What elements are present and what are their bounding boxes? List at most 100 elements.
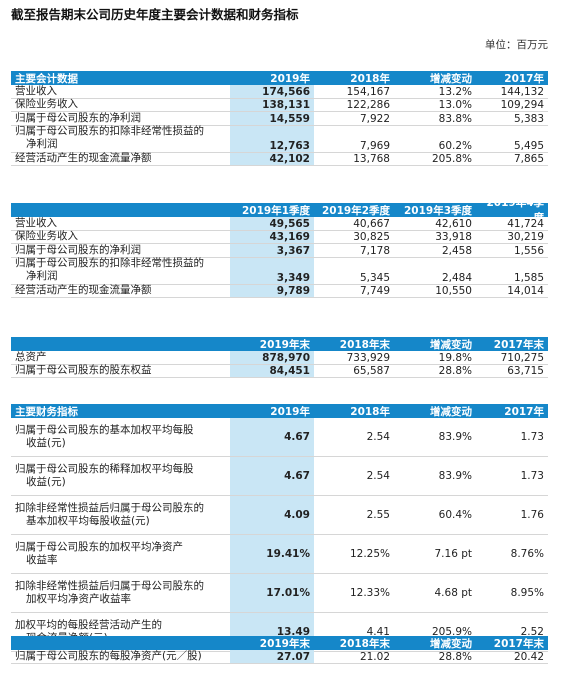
table-row: 归属于母公司股东的扣除非经常性损益的 净利润 3,349 5,345 2,484 1,58…	[11, 257, 548, 285]
table-cell: 13.2%	[438, 85, 472, 98]
column-header: 2018年末	[339, 637, 390, 650]
table-cell: 174,566	[230, 85, 314, 98]
table-cell: 28.8%	[438, 650, 472, 663]
row-label: 归属于母公司股东的净利润	[11, 244, 230, 257]
table-row: 经营活动产生的现金流量净额 42,102 13,768 205.8% 7,865	[11, 152, 548, 166]
table-cell: 109,294	[500, 99, 544, 111]
column-header: 2019年末	[230, 337, 314, 351]
table-cell: 2.55	[366, 509, 390, 521]
table-row: 保险业务收入 138,131 122,286 13.0% 109,294	[11, 98, 548, 112]
balance-data-table: 2019年末 2018年末 增减变动 2017年末 总资产 878,970 733,929 1…	[11, 337, 548, 378]
row-label-line: 净利润	[26, 138, 58, 150]
row-label-line: 归属于母公司股东的扣除非经常性损益的	[15, 124, 204, 137]
table-cell: 65,587	[353, 365, 390, 377]
row-label-line: 归属于母公司股东的基本加权平均每股	[15, 423, 194, 436]
row-label: 扣除非经常性损益后归属于母公司股东的 加权平均净资产收益率	[11, 574, 230, 612]
table-cell: 13,768	[353, 153, 390, 165]
table-cell: 2,458	[441, 244, 472, 257]
row-label: 营业收入	[11, 217, 230, 230]
financial-indicators-table: 主要财务指标 2019年 2018年 增减变动 2017年 归属于母公司股东的基本加权平均…	[11, 404, 548, 652]
quarterly-data-table: 2019年1季度 2019年2季度 2019年3季度 2019年4季度 营业收入 49,5…	[11, 197, 548, 298]
table-cell: 2.52	[520, 626, 544, 638]
table-cell: 8.76%	[510, 548, 544, 560]
table-cell: 41,724	[507, 217, 544, 230]
table-cell: 21.02	[359, 650, 390, 663]
row-label-line: 归属于母公司股东的净利润	[15, 243, 141, 256]
table-cell: 138,131	[230, 98, 314, 111]
table-header-row: 2019年1季度 2019年2季度 2019年3季度 2019年4季度	[11, 197, 548, 224]
row-label-line: 收益率	[26, 554, 58, 566]
table-cell: 4.68 pt	[434, 587, 473, 599]
column-header: 增减变动	[430, 72, 472, 85]
table-cell: 878,970	[230, 351, 314, 364]
table-cell: 60.2%	[438, 139, 472, 152]
per-share-net-assets-table: 2019年末 2018年末 增减变动 2017年末 归属于母公司股东的每股净资产(元／股…	[11, 636, 548, 664]
table-row: 归属于母公司股东的净利润 14,559 7,922 83.8% 5,383	[11, 112, 548, 126]
table-cell: 205.8%	[431, 153, 472, 165]
table-cell: 2.54	[366, 431, 390, 443]
table-cell: 5,495	[513, 139, 544, 152]
table-cell: 2,484	[441, 271, 472, 284]
table-cell: 122,286	[346, 99, 390, 111]
table-cell: 30,219	[507, 231, 544, 243]
table-cell: 7,749	[359, 285, 390, 297]
table-cell: 9,789	[230, 284, 314, 297]
table-cell: 5,383	[513, 112, 544, 125]
table-cell: 3,349	[230, 257, 314, 284]
row-label: 经营活动产生的现金流量净额	[11, 284, 230, 298]
unit-note: 单位：百万元	[485, 39, 548, 51]
table-row: 营业收入 49,565 40,667 42,610 41,724	[11, 217, 548, 231]
row-label-line: 加权平均净资产收益率	[26, 593, 131, 605]
row-label-line: 净利润	[26, 270, 58, 282]
table-cell: 154,167	[346, 85, 390, 98]
table-cell: 49,565	[230, 217, 314, 230]
column-header: 2019年	[230, 71, 314, 85]
column-header: 主要财务指标	[15, 405, 78, 418]
row-label: 归属于母公司股东的股东权益	[11, 364, 230, 378]
row-label-line: 扣除非经常性损益后归属于母公司股东的	[15, 501, 204, 514]
column-header: 2019年2季度	[321, 204, 390, 217]
table-row: 归属于母公司股东的扣除非经常性损益的 净利润 12,763 7,969 60.2% 5,4…	[11, 124, 548, 153]
table-cell: 33,918	[435, 231, 472, 243]
table-cell: 7,969	[359, 139, 390, 152]
table-cell: 2.54	[366, 470, 390, 482]
accounting-data-table: 主要会计数据 2019年 2018年 增减变动 2017年 营业收入 174,566 154,…	[11, 71, 548, 166]
row-label-line: 归属于母公司股东的每股净资产(元／股)	[15, 649, 202, 662]
row-label-line: 保险业务收入	[15, 98, 78, 110]
column-header: 2017年末	[493, 637, 544, 650]
column-header: 2018年	[350, 405, 390, 418]
row-label: 扣除非经常性损益后归属于母公司股东的 基本加权平均每股收益(元)	[11, 496, 230, 534]
table-cell: 5,345	[359, 271, 390, 284]
row-label-line: 扣除非经常性损益后归属于母公司股东的	[15, 579, 204, 592]
table-cell: 28.8%	[438, 365, 472, 377]
table-cell: 7,178	[359, 244, 390, 257]
row-label-line: 经营活动产生的现金流量净额	[15, 152, 152, 164]
row-label-line: 归属于母公司股东的净利润	[15, 111, 141, 124]
table-header-row: 主要会计数据 2019年 2018年 增减变动 2017年	[11, 71, 548, 85]
row-label-line: 加权平均的每股经营活动产生的	[15, 618, 162, 631]
table-cell: 84,451	[230, 364, 314, 377]
table-row: 扣除非经常性损益后归属于母公司股东的 基本加权平均每股收益(元) 4.09 2.55 6…	[11, 496, 548, 535]
table-cell: 13.0%	[438, 99, 472, 111]
row-label: 保险业务收入	[11, 98, 230, 112]
table-cell: 17.01%	[230, 574, 314, 612]
table-cell: 4.09	[230, 496, 314, 534]
table-cell: 4.67	[230, 457, 314, 495]
table-cell: 1.73	[520, 431, 544, 443]
table-cell: 1,585	[513, 271, 544, 284]
table-cell: 3,367	[230, 244, 314, 257]
row-label: 营业收入	[11, 85, 230, 98]
row-label: 归属于母公司股东的每股净资产(元／股)	[11, 650, 230, 663]
table-cell: 19.41%	[230, 535, 314, 573]
row-label-line: 营业收入	[15, 216, 57, 229]
row-label-line: 经营活动产生的现金流量净额	[15, 284, 152, 296]
column-header: 主要会计数据	[15, 72, 78, 85]
column-header: 增减变动	[430, 338, 472, 351]
table-cell: 27.07	[230, 650, 314, 663]
table-row: 扣除非经常性损益后归属于母公司股东的 加权平均净资产收益率 17.01% 12.33%…	[11, 574, 548, 613]
column-header: 2018年	[350, 72, 390, 85]
row-label: 归属于母公司股东的扣除非经常性损益的 净利润	[11, 257, 230, 284]
table-cell: 20.42	[513, 650, 544, 663]
table-cell: 60.4%	[438, 509, 472, 521]
